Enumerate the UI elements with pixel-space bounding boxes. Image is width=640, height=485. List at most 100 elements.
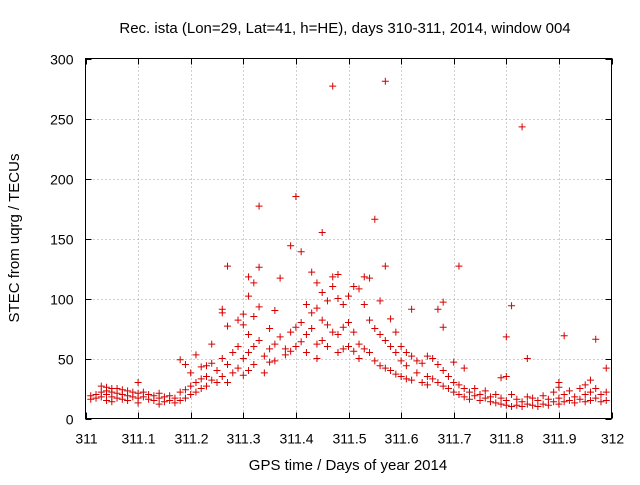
data-point (250, 343, 258, 350)
y-axis-label: STEC from uqrg / TECUs (6, 154, 23, 323)
data-point (255, 202, 263, 210)
data-point (176, 356, 184, 364)
data-point (544, 395, 552, 403)
data-point (134, 379, 142, 386)
data-point (402, 362, 410, 370)
data-point (197, 375, 205, 383)
data-point (218, 355, 226, 362)
data-point (597, 398, 605, 406)
data-point (245, 273, 253, 281)
data-point (302, 301, 310, 308)
y-tick-label: 50 (58, 352, 74, 368)
data-point (229, 349, 237, 356)
data-point (292, 193, 300, 200)
data-point (245, 367, 253, 374)
data-point (176, 397, 184, 404)
data-point (302, 331, 310, 338)
data-point (334, 271, 342, 278)
data-point (124, 397, 132, 404)
data-point (429, 375, 437, 383)
data-point (181, 386, 189, 394)
data-point (360, 273, 368, 281)
data-point (92, 394, 100, 402)
data-point (224, 361, 232, 368)
data-point (181, 361, 189, 368)
data-point (134, 399, 142, 407)
data-point (565, 397, 573, 404)
data-point (329, 82, 337, 90)
data-point (239, 321, 247, 329)
data-point (497, 394, 505, 402)
data-point (592, 394, 600, 402)
data-point (108, 398, 116, 406)
data-point (192, 388, 200, 396)
x-tick-label: 311.7 (438, 431, 472, 447)
data-point (139, 393, 147, 401)
data-point (392, 370, 400, 378)
data-point (197, 385, 205, 392)
data-point (297, 338, 305, 346)
data-point (565, 387, 573, 395)
data-point (376, 297, 384, 305)
data-point (586, 376, 594, 384)
data-point (339, 301, 347, 308)
data-point (281, 345, 289, 353)
data-point (529, 401, 537, 409)
data-point (266, 345, 274, 353)
data-point (376, 362, 384, 370)
data-point (287, 347, 295, 355)
data-point (539, 400, 547, 408)
data-point (255, 303, 263, 311)
data-point (245, 331, 253, 338)
data-point (371, 357, 379, 365)
data-point (271, 340, 279, 348)
data-point (213, 367, 221, 374)
data-point (465, 395, 473, 403)
data-point (518, 403, 526, 410)
data-point (586, 397, 594, 404)
data-point (345, 292, 352, 300)
data-point (339, 323, 347, 331)
data-point (292, 323, 300, 331)
data-point (586, 388, 594, 396)
data-point (297, 319, 305, 326)
data-point (418, 379, 426, 386)
data-point (187, 391, 195, 398)
data-point (434, 379, 442, 386)
data-point (534, 403, 542, 410)
data-point (434, 361, 442, 368)
data-point (202, 373, 210, 380)
data-point (408, 376, 416, 384)
data-point (465, 388, 473, 396)
data-point (187, 369, 195, 377)
data-point (502, 373, 510, 380)
data-point (376, 331, 384, 338)
data-point (576, 385, 584, 392)
data-point (103, 397, 111, 404)
data-point (345, 343, 352, 350)
data-point (539, 392, 547, 400)
data-point (444, 373, 452, 380)
data-point (313, 279, 321, 287)
data-point (397, 357, 405, 365)
data-point (481, 394, 489, 402)
data-point (418, 359, 426, 367)
data-point (255, 337, 263, 344)
data-point (381, 262, 389, 270)
data-point (550, 398, 558, 406)
data-point (218, 373, 226, 380)
x-tick-label: 311.5 (333, 431, 367, 447)
data-point (350, 328, 358, 336)
data-point (439, 298, 447, 306)
data-point (434, 305, 442, 313)
data-point (166, 397, 174, 404)
data-point (255, 263, 263, 271)
data-point (266, 325, 274, 332)
x-tick-label: 311.8 (490, 431, 524, 447)
data-point (239, 310, 247, 318)
x-tick-label: 311.6 (385, 431, 419, 447)
data-point (323, 321, 331, 329)
data-point (513, 401, 521, 409)
data-point (408, 305, 416, 313)
data-point (513, 395, 521, 403)
